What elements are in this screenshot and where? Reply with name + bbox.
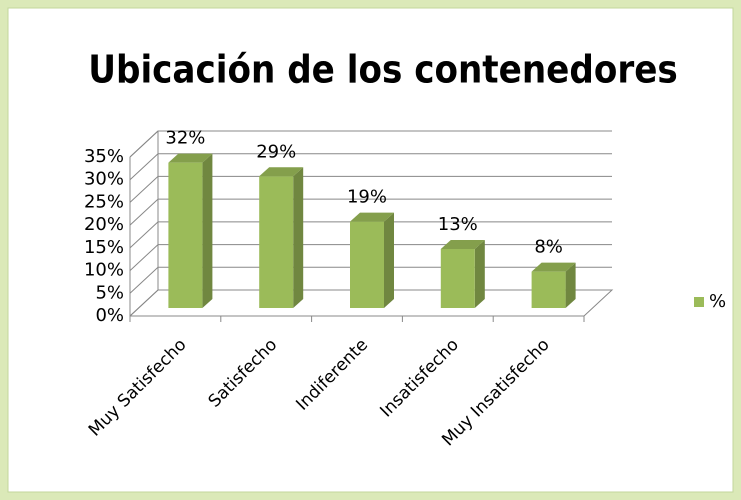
- value-label: 29%: [256, 141, 296, 162]
- bar-top: [440, 239, 485, 249]
- bar-front: [350, 221, 384, 308]
- bar-top: [168, 153, 213, 163]
- bar-side: [384, 212, 394, 308]
- grid-line: [129, 130, 612, 158]
- value-label: 19%: [347, 187, 387, 208]
- y-tick-label: 0%: [95, 305, 124, 326]
- bar-side: [565, 262, 576, 308]
- y-tick-label: 35%: [84, 146, 124, 167]
- bar-top: [350, 212, 394, 222]
- y-tick-label: 20%: [84, 214, 124, 235]
- bar: [531, 262, 576, 308]
- bar-side: [293, 167, 304, 308]
- bar-top: [531, 262, 576, 272]
- value-label: 8%: [534, 237, 563, 258]
- bar-front: [531, 271, 566, 308]
- grid-line: [129, 221, 612, 249]
- bar-front: [168, 162, 203, 308]
- grid-line: [129, 198, 612, 226]
- y-tick-label: 10%: [84, 260, 124, 281]
- legend-swatch: [694, 297, 704, 307]
- bar-front: [440, 248, 475, 308]
- bar: [259, 167, 304, 308]
- y-tick-label: 15%: [84, 237, 124, 258]
- grid-line: [129, 153, 612, 181]
- y-tick-label: 25%: [84, 191, 124, 212]
- value-label: 32%: [165, 128, 205, 149]
- grid-line: [129, 175, 612, 203]
- y-tick-label: 30%: [84, 169, 124, 190]
- value-label: 13%: [438, 214, 478, 235]
- bar-front: [259, 176, 294, 308]
- bar-side: [474, 239, 485, 308]
- bar-side: [202, 153, 213, 308]
- y-tick-label: 5%: [95, 282, 124, 303]
- bar: [350, 212, 394, 308]
- bar: [168, 153, 213, 308]
- bar: [440, 239, 485, 308]
- legend-label: %: [709, 291, 726, 312]
- chart-title: Ubicación de los contenedores: [88, 48, 678, 92]
- bar-top: [259, 167, 304, 177]
